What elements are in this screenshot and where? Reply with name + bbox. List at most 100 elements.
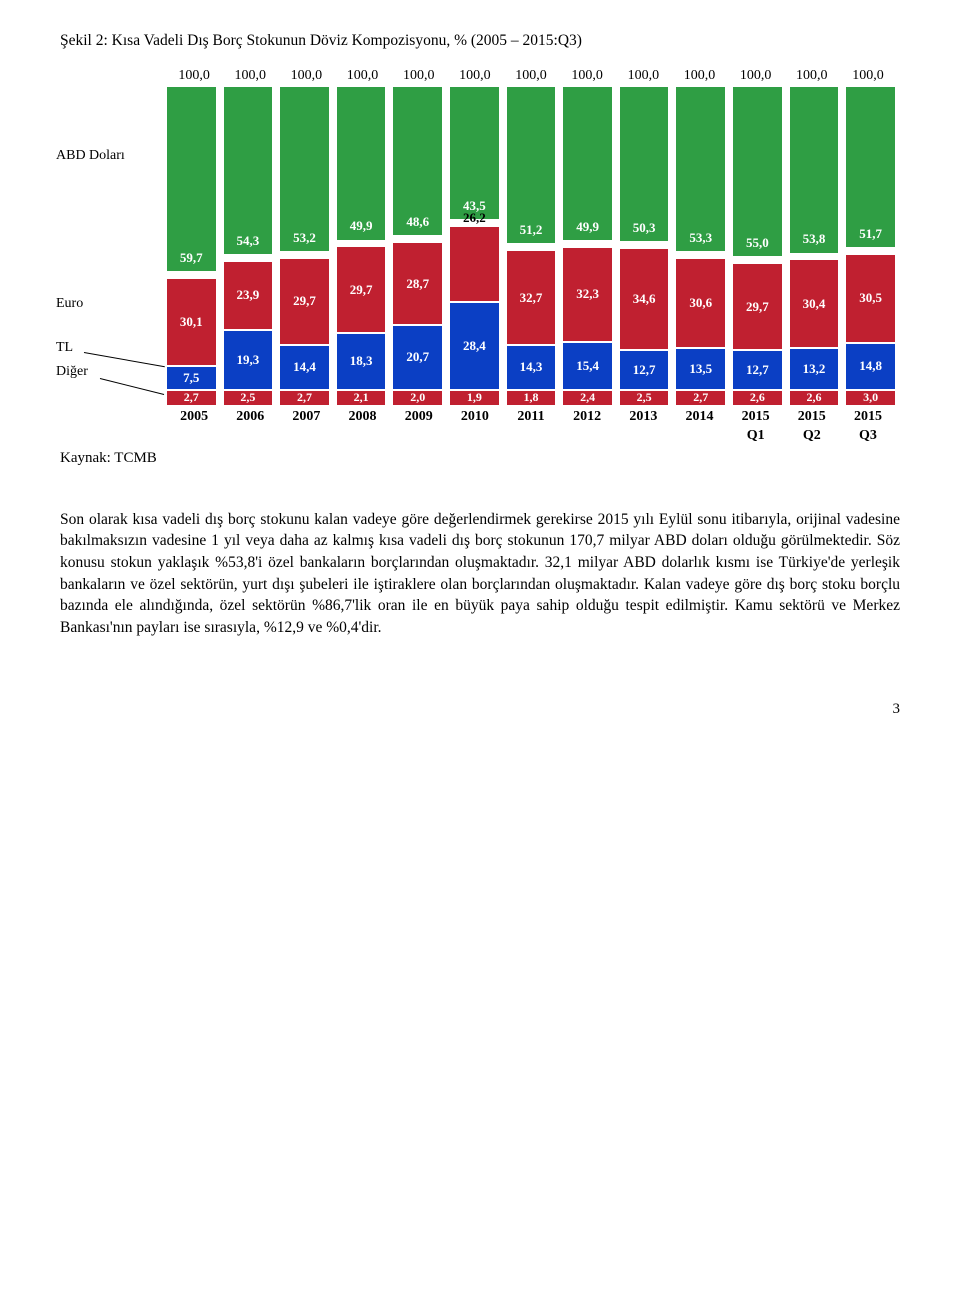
seg-tl: 14,4 [279, 345, 330, 390]
seg-usd: 49,9 [562, 86, 613, 241]
page-number: 3 [60, 699, 900, 720]
seg-other: 2,0 [392, 390, 443, 406]
seg-other: 2,6 [732, 390, 783, 406]
year-label: 2012 [559, 407, 615, 446]
seg-usd: 59,7 [166, 86, 217, 272]
chart-top-label: 100,0 [671, 66, 727, 86]
seg-usd: 43,5 [449, 86, 500, 221]
chart-top-label: 100,0 [334, 66, 390, 86]
seg-tl: 18,3 [336, 333, 387, 390]
chart-top-label: 100,0 [728, 66, 784, 86]
year-label: 2013 [615, 407, 671, 446]
seg-usd: 55,0 [732, 86, 783, 258]
seg-usd: 53,3 [675, 86, 726, 252]
seg-tl: 14,8 [845, 343, 896, 389]
chart-top-label: 100,0 [166, 66, 222, 86]
seg-usd: 54,3 [223, 86, 274, 255]
leader-line-other [100, 378, 164, 395]
seg-other: 2,7 [279, 390, 330, 406]
year-label: 2015Q3 [840, 407, 896, 446]
seg-other: 2,7 [166, 390, 217, 406]
seg-tl: 12,7 [619, 350, 670, 390]
years-axis: 2005200620072008200920102011201220132014… [166, 407, 896, 446]
seg-tl: 20,7 [392, 325, 443, 389]
seg-other: 2,7 [675, 390, 726, 406]
seg-tl: 13,5 [675, 348, 726, 390]
chart-top-label: 100,0 [784, 66, 840, 86]
bar-column: 48,628,720,72,0 [392, 86, 443, 406]
seg-tl: 7,5 [166, 366, 217, 389]
bar-column: 55,029,712,72,6 [732, 86, 783, 406]
bar-column: 53,3 30,613,52,7 [675, 86, 726, 406]
seg-usd: 51,7 [845, 86, 896, 248]
year-label: 2010 [447, 407, 503, 446]
chart-source: Kaynak: TCMB [60, 448, 900, 469]
seg-euro: 30,1 [166, 278, 217, 366]
year-label: 2014 [671, 407, 727, 446]
seg-tl: 12,7 [732, 350, 783, 390]
row-label-euro: Euro [56, 294, 83, 314]
seg-tl: 19,3 [223, 330, 274, 390]
row-label-tl: TL [56, 338, 73, 358]
bar-column: 53,830,413,22,6 [789, 86, 840, 406]
chart-top-label: 100,0 [222, 66, 278, 86]
seg-usd: 51,2 [506, 86, 557, 244]
leader-line-tl [84, 352, 165, 367]
chart-top-label: 100,0 [278, 66, 334, 86]
seg-euro: 34,6 [619, 248, 670, 350]
bar-column: 51,232,714,31,8 [506, 86, 557, 406]
seg-other: 1,8 [506, 390, 557, 406]
year-label: 2005 [166, 407, 222, 446]
seg-other: 3,0 [845, 390, 896, 406]
bar-column: 54,3 23,919,32,5 [223, 86, 274, 406]
bar-column: 53,229,714,42,7 [279, 86, 330, 406]
chart-top-label: 100,0 [503, 66, 559, 86]
seg-tl: 13,2 [789, 348, 840, 389]
seg-other: 1,9 [449, 390, 500, 406]
seg-euro: 32,3 [562, 247, 613, 342]
chart-top-label: 100,0 [840, 66, 896, 86]
chart-top-label: 100,0 [447, 66, 503, 86]
bar-column: 49,929,718,32,1 [336, 86, 387, 406]
bar-column: 59,7 30,17,52,7 [166, 86, 217, 406]
year-label: 2006 [222, 407, 278, 446]
body-paragraph-text: Son olarak kısa vadeli dış borç stokunu … [60, 509, 900, 639]
year-label: 2015Q2 [784, 407, 840, 446]
stacked-bar-chart: 100,0100,0100,0100,0100,0100,0100,0100,0… [56, 66, 896, 446]
year-label: 2008 [334, 407, 390, 446]
seg-euro: 29,7 [336, 246, 387, 332]
chart-top-label: 100,0 [559, 66, 615, 86]
seg-euro: 30,4 [789, 259, 840, 348]
seg-euro: 30,6 [675, 258, 726, 348]
seg-other: 2,1 [336, 390, 387, 406]
bar-column: 51,7 30,514,83,0 [845, 86, 896, 406]
year-label: 2015Q1 [728, 407, 784, 446]
seg-usd: 53,8 [789, 86, 840, 254]
chart-top-labels: 100,0100,0100,0100,0100,0100,0100,0100,0… [166, 66, 896, 86]
seg-usd: 49,9 [336, 86, 387, 241]
seg-euro: 28,7 [392, 242, 443, 325]
seg-usd: 50,3 [619, 86, 670, 243]
seg-euro: 32,7 [506, 250, 557, 345]
seg-tl: 15,4 [562, 342, 613, 390]
year-label: 2011 [503, 407, 559, 446]
seg-euro: 29,7 [732, 263, 783, 350]
year-label: 2007 [278, 407, 334, 446]
seg-euro: 23,9 [223, 261, 274, 330]
seg-usd: 48,6 [392, 86, 443, 237]
seg-euro: 26,2 [449, 226, 500, 301]
chart-top-label: 100,0 [615, 66, 671, 86]
seg-euro: 30,5 [845, 254, 896, 344]
bars-area: 59,730,17,52,754,323,919,32,553,229,714,… [166, 86, 896, 406]
row-label-other: Diğer [56, 362, 88, 382]
row-label-usd: ABD Doları [56, 146, 125, 166]
bar-column: 50,334,612,72,5 [619, 86, 670, 406]
seg-other: 2,5 [223, 390, 274, 406]
seg-other: 2,4 [562, 390, 613, 406]
year-label: 2009 [391, 407, 447, 446]
seg-tl: 28,4 [449, 302, 500, 390]
bar-column: 43,526,228,41,9 [449, 86, 500, 406]
seg-other: 2,5 [619, 390, 670, 406]
seg-usd: 53,2 [279, 86, 330, 252]
chart-title: Şekil 2: Kısa Vadeli Dış Borç Stokunun D… [60, 30, 900, 52]
